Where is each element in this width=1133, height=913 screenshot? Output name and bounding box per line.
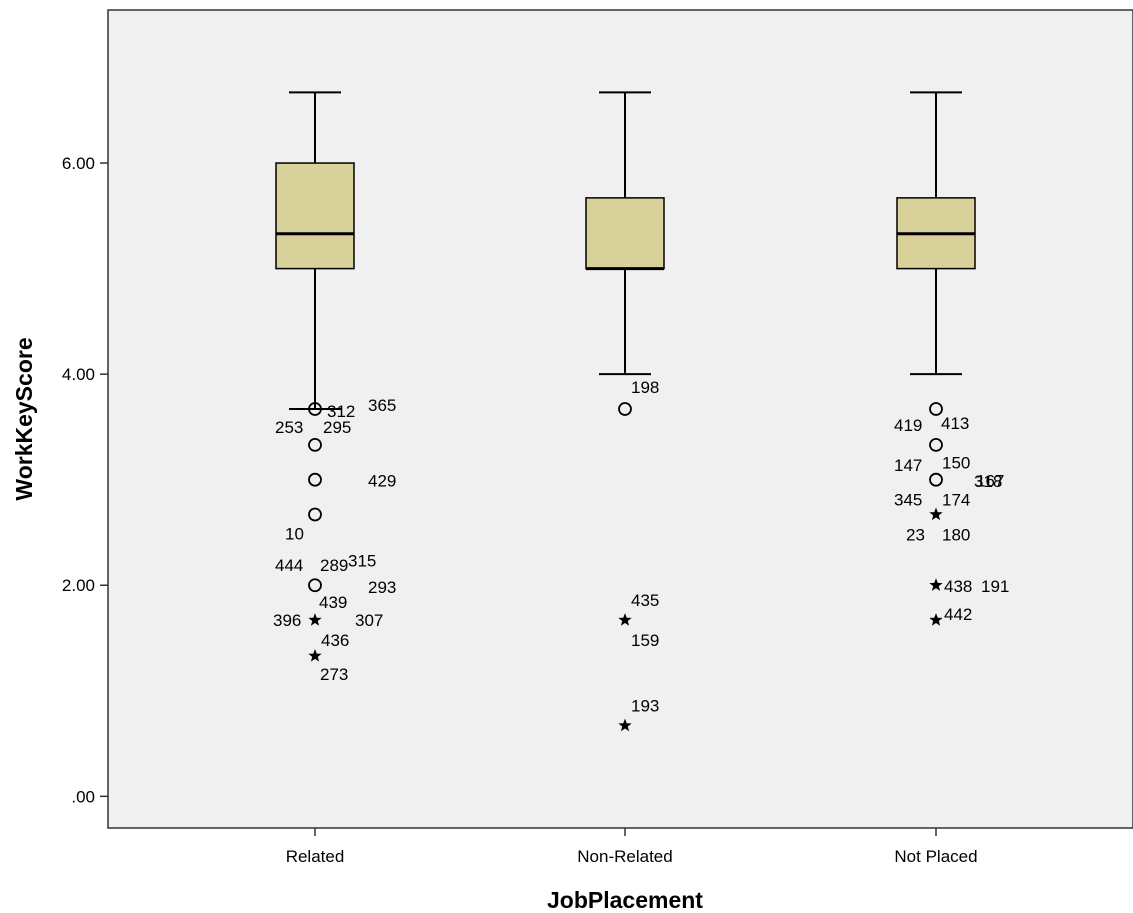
boxes-layer [275, 91, 976, 410]
outlier-circle [929, 472, 943, 487]
outlier-label: 289 [320, 556, 348, 575]
outlier-label: 273 [320, 665, 348, 684]
outlier-label: 10 [285, 525, 304, 544]
box-iqr [275, 162, 355, 270]
outlier-circle [308, 578, 322, 593]
outlier-label: 198 [631, 378, 659, 397]
outlier-label: 167 [976, 472, 1004, 491]
outlier-star [618, 613, 632, 626]
outlier-circle [929, 402, 943, 416]
box-non-related [585, 91, 665, 376]
outlier-circle [618, 402, 632, 416]
outlier-label: 295 [323, 418, 351, 437]
x-tick-label: Related [286, 847, 345, 866]
outlier-label: 307 [355, 611, 383, 630]
outlier-label: 147 [894, 456, 922, 475]
x-axis-title: JobPlacement [547, 887, 703, 913]
outlier-label: 365 [368, 396, 396, 415]
outlier-label: 439 [319, 593, 347, 612]
y-tick-label: 2.00 [62, 576, 95, 595]
outlier-label: 159 [631, 631, 659, 650]
box-iqr [585, 197, 665, 270]
x-tick-label: Not Placed [894, 847, 977, 866]
box-related [275, 91, 355, 410]
y-axis-title: WorkKeyScore [11, 337, 37, 500]
outlier-label: 150 [942, 454, 970, 473]
outlier-label: 191 [981, 577, 1009, 596]
outlier-label: 318 [974, 472, 1002, 491]
outlier-label: 293 [368, 578, 396, 597]
box-not-placed [896, 91, 976, 376]
outlier-star [929, 578, 943, 591]
outlier-circle [929, 437, 943, 452]
outlier-circle [308, 507, 322, 522]
outlier-star [618, 718, 632, 732]
outlier-circle [308, 472, 322, 487]
outlier-label: 435 [631, 591, 659, 610]
outlier-label: 312 [327, 402, 355, 421]
outlier-label: 442 [944, 605, 972, 624]
outlier-star [929, 507, 943, 521]
outliers-layer: 312 365 253 295 429 10 315 444 289 293 439 396 307 43… [273, 378, 1009, 732]
outlier-label: 253 [275, 418, 303, 437]
outlier-label: 315 [348, 552, 376, 571]
outlier-label: 438 [944, 577, 972, 596]
outlier-label: 444 [275, 556, 303, 575]
y-tick-label: 4.00 [62, 365, 95, 384]
y-tick-label: 6.00 [62, 154, 95, 173]
outlier-label: 180 [942, 526, 970, 545]
x-tick-label: Non-Related [577, 847, 672, 866]
outlier-star [929, 613, 943, 626]
outlier-star [308, 613, 322, 626]
outlier-label: 419 [894, 416, 922, 435]
outlier-circle [308, 437, 322, 452]
outlier-label: 429 [368, 472, 396, 491]
outlier-label: 436 [321, 631, 349, 650]
outlier-label: 193 [631, 697, 659, 716]
y-axis: .00 2.00 4.00 6.00 [62, 154, 108, 806]
outlier-circle [308, 402, 322, 416]
outlier-star [308, 648, 322, 662]
plot-area [107, 9, 1133, 829]
outlier-label: 174 [942, 491, 970, 510]
outlier-label: 23 [906, 526, 925, 545]
x-axis: Related Non-Related Not Placed [286, 828, 978, 866]
y-tick-label: .00 [71, 787, 95, 806]
outlier-label: 396 [273, 611, 301, 630]
outlier-label: 413 [941, 414, 969, 433]
outlier-label: 345 [894, 491, 922, 510]
